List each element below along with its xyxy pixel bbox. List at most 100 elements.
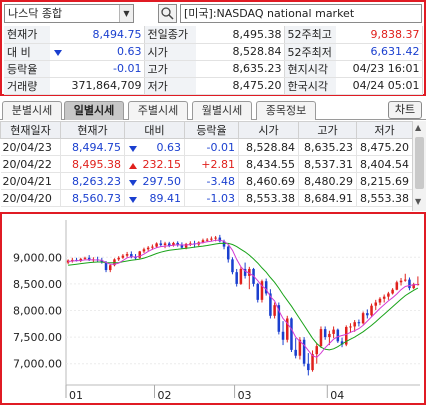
tab-bar: 분별시세 일별시세 주별시세 월별시세 종목정보: [0, 101, 426, 120]
candle-up: [370, 305, 373, 316]
candle-down: [176, 242, 179, 246]
quote-panel: 나스닥 종합 ▼ [미국]:NASDAQ national market 현재가…: [0, 0, 426, 96]
candle-up: [361, 313, 365, 324]
row-rate: -3.48: [184, 172, 239, 190]
change-cell: 0.63: [50, 43, 145, 61]
candle-up: [332, 329, 335, 334]
symbol-select[interactable]: 나스닥 종합 ▼: [4, 4, 134, 23]
column-header-rate[interactable]: 등락율: [184, 121, 239, 139]
change-value: 0.63: [117, 45, 142, 58]
tab-weekly[interactable]: 주별시세: [128, 101, 188, 120]
chart-button[interactable]: 차트: [388, 101, 422, 119]
symbol-name: 나스닥 종합: [8, 7, 63, 20]
down-arrow-icon: [129, 145, 137, 152]
high-52w: 9,838.37: [336, 26, 423, 44]
candle-up: [121, 255, 125, 258]
candle-down: [256, 283, 260, 300]
candle-up: [117, 257, 120, 260]
column-header-open[interactable]: 시가: [238, 121, 299, 139]
tab-minute[interactable]: 분별시세: [2, 101, 62, 120]
quote-row: 현재가 8,494.75 전일종가 8,495.38 52주최고 9,838.3…: [4, 26, 423, 44]
scroll-up-icon[interactable]: ▲: [415, 123, 422, 132]
y-tick-label: 7,500.00: [13, 331, 62, 344]
table-row[interactable]: 20/04/20 8,560.73 89.41 -1.03 8,553.38 8…: [0, 189, 413, 207]
table-scrollbar[interactable]: ▲ ▼: [412, 121, 426, 211]
x-tick-label: 02: [158, 389, 172, 402]
row-open: 8,434.55: [238, 155, 299, 173]
high-price: 8,635.23: [196, 60, 285, 78]
candle-down: [231, 259, 234, 273]
candle-down: [357, 322, 361, 324]
daily-price-table: 현재일자 현재가 대비 등락율 시가 고가 저가 20/04/23 8,494.…: [0, 121, 413, 207]
symbol-toolbar: 나스닥 종합 ▼ [미국]:NASDAQ national market: [4, 4, 422, 24]
candle-up: [172, 242, 175, 246]
label-52w-low: 52주최저: [284, 43, 336, 61]
label-volume: 거래량: [4, 77, 50, 95]
candle-up: [210, 238, 213, 240]
candle-up: [184, 243, 188, 248]
y-tick-label: 8,500.00: [13, 278, 62, 291]
candle-down: [87, 257, 91, 260]
column-header-high[interactable]: 고가: [298, 121, 357, 139]
candle-up: [83, 257, 87, 259]
quote-row: 대 비 0.63 시가 8,528.84 52주최저 6,631.42: [4, 43, 423, 61]
price-chart-panel[interactable]: 9,000.00 8,500.00 8,000.00 7,500.00 7,000.00…: [0, 212, 426, 405]
table-row[interactable]: 20/04/21 8,263.23 297.50 -3.48 8,460.69 …: [0, 172, 413, 190]
table-row[interactable]: 20/04/23 8,494.75 0.63 -0.01 8,528.84 8,…: [0, 138, 413, 156]
market-field[interactable]: [미국]:NASDAQ national market: [180, 4, 422, 23]
quote-grid: 현재가 8,494.75 전일종가 8,495.38 52주최고 9,838.3…: [4, 26, 423, 95]
candle-up: [125, 254, 129, 256]
label-high: 고가: [144, 60, 196, 78]
candle-down: [323, 329, 327, 338]
candlestick-chart[interactable]: 9,000.00 8,500.00 8,000.00 7,500.00 7,000.00…: [2, 214, 424, 403]
table-header-row: 현재일자 현재가 대비 등락율 시가 고가 저가: [0, 121, 413, 139]
candle-up: [399, 280, 403, 283]
candle-down: [159, 243, 163, 246]
chevron-down-icon[interactable]: ▼: [119, 5, 133, 22]
candle-up: [201, 240, 205, 243]
candle-down: [226, 246, 230, 260]
candle-down: [294, 349, 297, 356]
candle-up: [387, 293, 390, 297]
candle-down: [408, 279, 411, 289]
local-time: 04/23 16:01: [336, 60, 423, 78]
label-open: 시가: [144, 43, 196, 61]
candle-up: [71, 259, 74, 261]
column-header-close[interactable]: 현재가: [60, 121, 125, 139]
label-low: 저가: [144, 77, 196, 95]
tab-stock-info[interactable]: 종목정보: [256, 101, 316, 120]
row-date: 20/04/20: [0, 189, 61, 207]
change-rate: -0.01: [50, 60, 145, 78]
column-header-change[interactable]: 대비: [124, 121, 185, 139]
volume: 371,864,709: [50, 77, 145, 95]
tab-daily[interactable]: 일별시세: [64, 101, 124, 120]
column-header-low[interactable]: 저가: [356, 121, 413, 139]
candle-up: [248, 268, 251, 276]
candle-down: [243, 268, 247, 276]
low-52w: 6,631.42: [336, 43, 423, 61]
candle-down: [340, 341, 344, 345]
row-date: 20/04/23: [0, 138, 61, 156]
row-close: 8,494.75: [60, 138, 125, 156]
row-close: 8,560.73: [60, 189, 125, 207]
candle-up: [260, 281, 264, 300]
up-arrow-icon: [129, 162, 137, 169]
candle-up: [239, 268, 243, 284]
search-button[interactable]: [158, 4, 177, 23]
row-close: 8,495.38: [60, 155, 125, 173]
scrollbar-thumb[interactable]: [415, 137, 424, 189]
table-row[interactable]: 20/04/22 8,495.38 232.15 +2.81 8,434.55 …: [0, 155, 413, 173]
row-open: 8,460.69: [238, 172, 299, 190]
candle-down: [167, 243, 171, 246]
quote-row: 거래량 371,864,709 저가 8,475.20 한국시각 04/24 0…: [4, 77, 423, 95]
label-current-price: 현재가: [4, 26, 50, 44]
candle-down: [104, 262, 108, 271]
candle-down: [307, 363, 310, 371]
column-header-date[interactable]: 현재일자: [0, 121, 61, 139]
candle-up: [328, 333, 331, 338]
scroll-down-icon[interactable]: ▼: [415, 197, 422, 206]
row-change: 89.41: [149, 191, 182, 205]
row-high: 8,537.31: [298, 155, 357, 173]
tab-monthly[interactable]: 월별시세: [192, 101, 252, 120]
prev-close: 8,495.38: [196, 26, 285, 44]
